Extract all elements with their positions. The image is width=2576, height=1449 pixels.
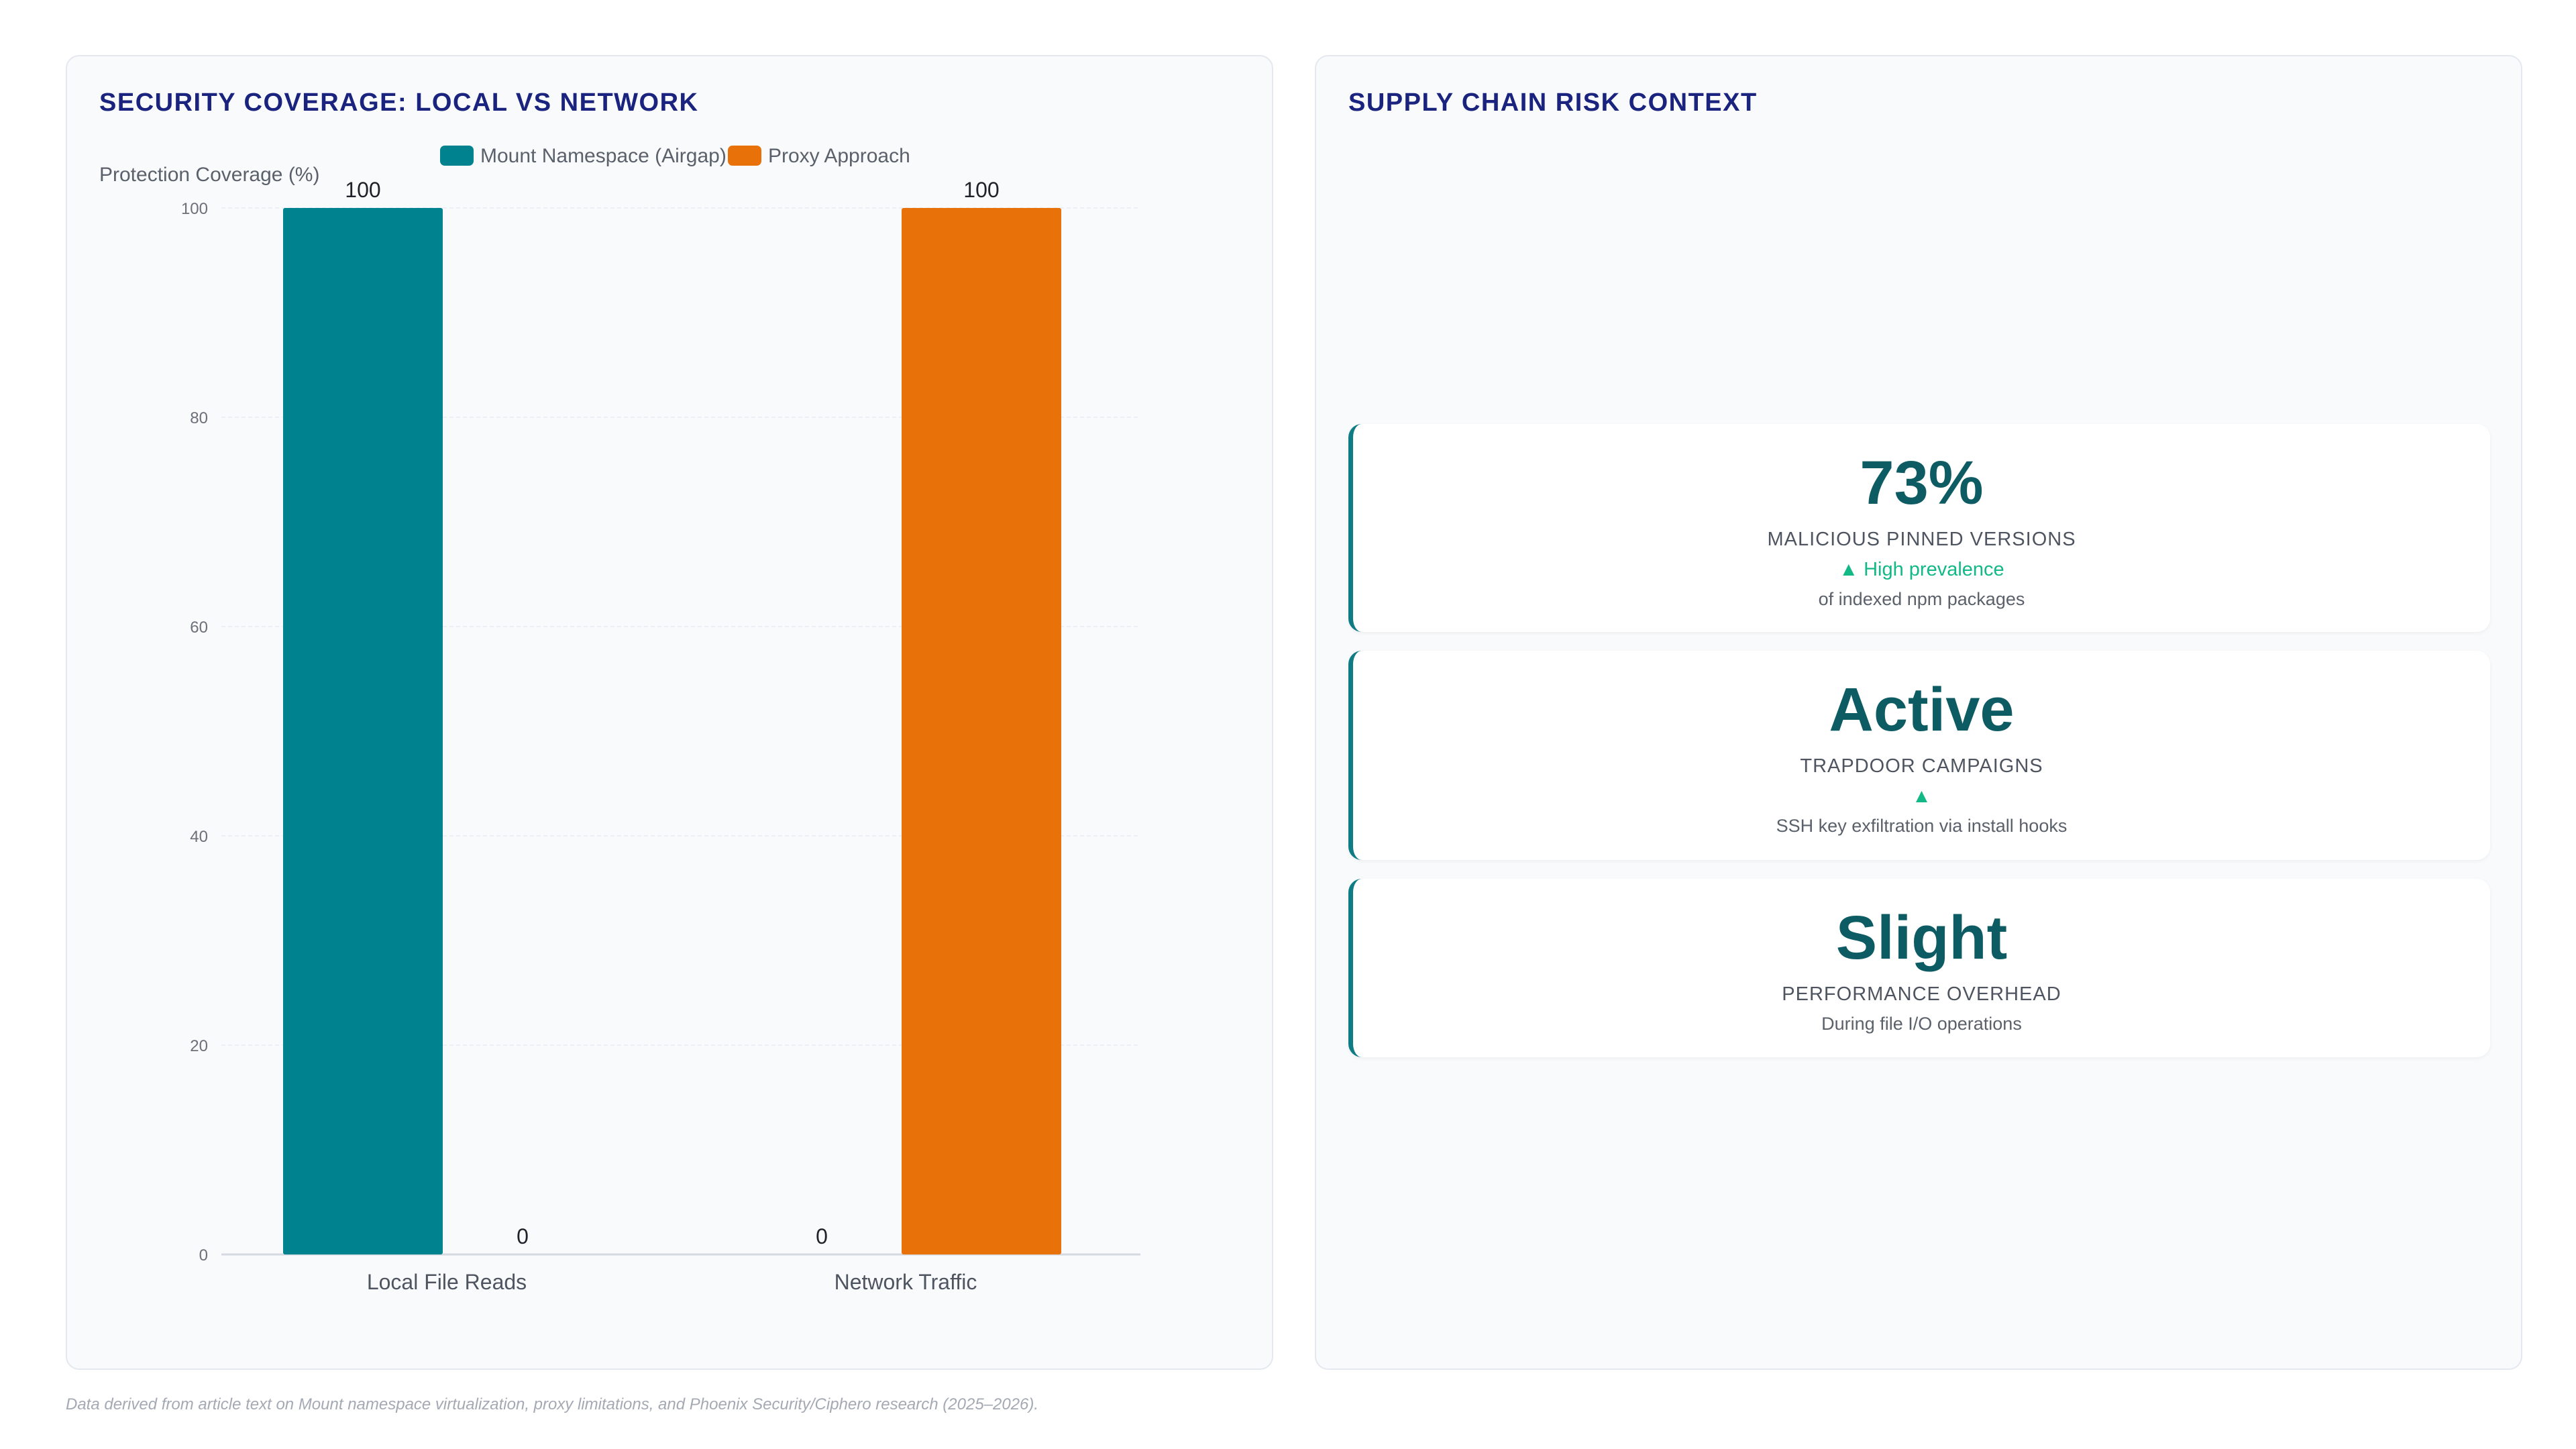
trend-up-icon: ▲ [1912,786,1931,807]
y-tick-label: 20 [190,1037,208,1055]
coverage-chart-panel: SECURITY COVERAGE: LOCAL VS NETWORK 0 20 4… [66,55,1273,1370]
risk-context-panel: SUPPLY CHAIN RISK CONTEXT 73% MALICIOUS … [1315,55,2522,1370]
bar-local-file-reads-1 [283,208,443,1254]
coverage-bar-chart: 0 20 40 60 80 100 Protection Coverage (%) Mount… [99,145,1140,1294]
legend-label: Mount Namespace (Airgap) [480,145,727,167]
stat-note: During file I/O operations [1821,1014,2022,1034]
x-tick-label: Local File Reads [367,1270,527,1294]
bar-network-traffic-2 [902,208,1061,1254]
trend-indicator: ▲ High prevalence [1839,559,2004,580]
y-tick-label: 100 [181,200,208,218]
stat-card-trapdoor-campaigns: Active TRAPDOOR CAMPAIGNS ▲ SSH key exfi… [1348,651,2490,860]
stat-label: PERFORMANCE OVERHEAD [1782,983,2061,1005]
data-label: 100 [963,178,999,202]
stat-value: Slight [1835,904,2008,972]
data-label: 0 [517,1224,529,1248]
stat-value: Active [1829,676,2015,744]
y-axis-label: Protection Coverage (%) [99,164,319,186]
y-tick-label: 40 [190,828,208,846]
legend-label: Proxy Approach [768,145,910,167]
source-footnote: Data derived from article text on Mount … [66,1395,1039,1413]
stat-note: of indexed npm packages [1818,589,2025,609]
legend-swatch [440,146,474,166]
stat-card-malicious-versions: 73% MALICIOUS PINNED VERSIONS ▲ High pre… [1348,424,2490,632]
risk-panel-title: SUPPLY CHAIN RISK CONTEXT [1348,89,1758,117]
stat-value: 73% [1860,449,1984,517]
stat-label: TRAPDOOR CAMPAIGNS [1800,755,2043,777]
data-label: 100 [345,178,380,202]
legend-swatch [728,146,761,166]
y-tick-label: 60 [190,619,208,637]
stat-card-performance-overhead: Slight PERFORMANCE OVERHEAD During file … [1348,879,2490,1057]
x-tick-label: Network Traffic [835,1270,977,1294]
y-tick-label: 0 [199,1246,208,1265]
data-label: 0 [816,1224,828,1248]
stat-note: SSH key exfiltration via install hooks [1776,816,2068,836]
stat-label: MALICIOUS PINNED VERSIONS [1767,529,2076,550]
chart-title: SECURITY COVERAGE: LOCAL VS NETWORK [99,89,699,117]
y-tick-label: 80 [190,409,208,427]
